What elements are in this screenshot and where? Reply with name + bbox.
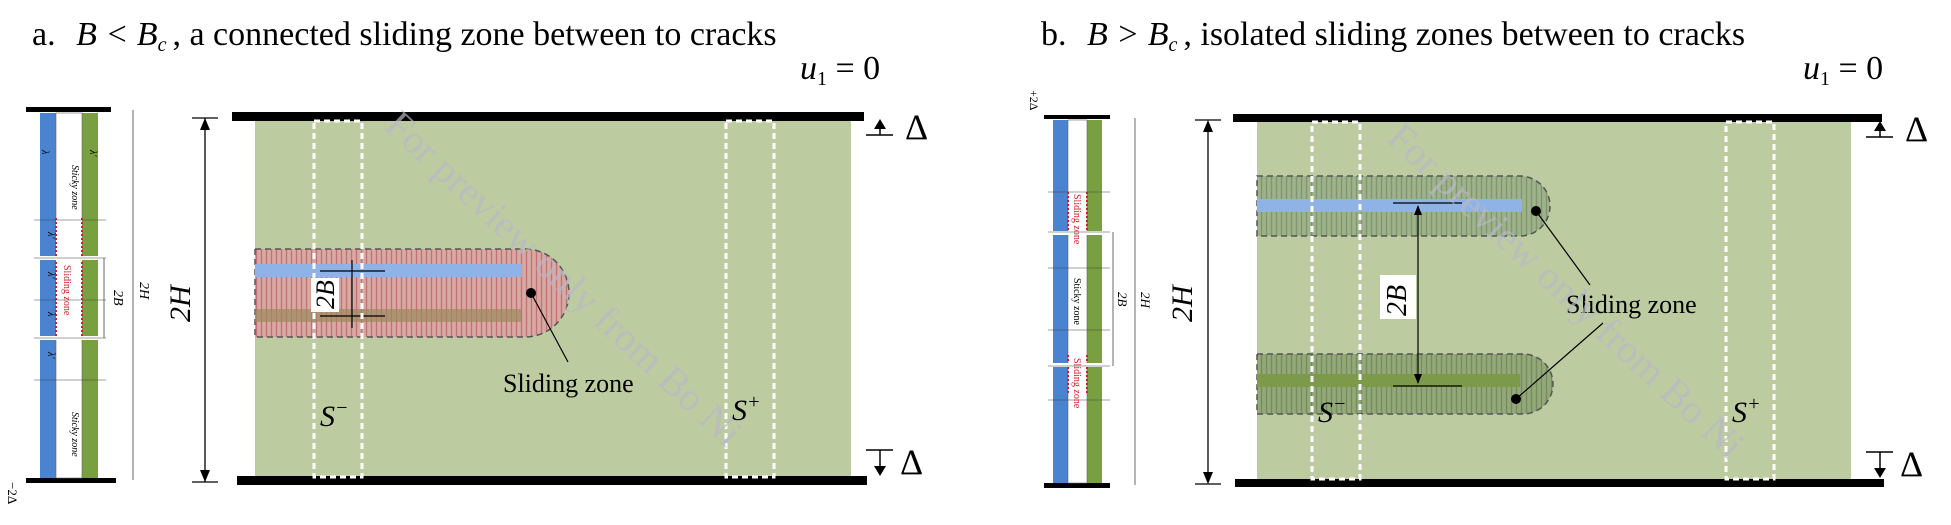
panel-a-delta-bottom: Δ [900, 442, 923, 482]
strip-a-bottom-label: Sticky zone [69, 412, 80, 457]
panel-a-strip-diagram: Sticky zone Sliding zone Sticky zone 2B … [5, 107, 151, 504]
panel-a-s-minus-strip [312, 119, 364, 479]
panel-a-condition: B < B [76, 16, 158, 53]
strip-a-mid-label: Sliding zone [61, 265, 72, 316]
panel-a-bottom-plate [237, 476, 867, 485]
panel-a-condition-sub: c [158, 34, 167, 56]
panel-a-lower-crack [255, 309, 522, 322]
panel-b-delta-bottom: Δ [1900, 444, 1923, 484]
panel-a-s-minus-label: S− [320, 397, 349, 433]
svg-text:b. B > Bc, isolated slid: b. B > Bc , isolated sliding zones betwee… [1041, 16, 1745, 56]
strip-a-lambda-2: λ' [45, 231, 56, 239]
strip-a-blue-band [40, 113, 56, 478]
strip-a-lambda-6: λ' [87, 149, 98, 157]
strip-b-top-delta: +2Δ [1027, 90, 1041, 111]
panel-a-letter: a. [32, 16, 56, 53]
strip-a-lambda-5: λ' [45, 351, 56, 359]
panel-b-u1-label: u1 = 0 [1803, 50, 1883, 90]
panel-b-s-minus-label: S− [1318, 393, 1347, 429]
panel-b-condition-sub: c [1168, 34, 1177, 56]
strip-a-green-band [82, 113, 98, 478]
strip-a-top-label: Sticky zone [69, 165, 80, 210]
strip-b-zone-2: Sticky zone [1071, 278, 1082, 325]
panel-a-s-plus-strip [724, 119, 776, 479]
panel-b-gap-label: 2B [1382, 285, 1413, 316]
strip-a-lambda-3: λ' [45, 271, 56, 279]
panel-a-s-plus-label: S+ [732, 391, 761, 427]
panel-b-s-plus-strip [1724, 120, 1776, 481]
panel-a-sliding-label: Sliding zone [503, 369, 634, 398]
panel-b-strip-diagram: +2Δ 2B 2H Sliding zone Sticky zone Slidi… [1027, 90, 1153, 488]
strip-b-height-label: 2H [1138, 292, 1153, 309]
panel-a-u1-label: u1 = 0 [800, 50, 880, 90]
panel-b-height-label: 2H [1166, 283, 1199, 322]
panel-b-s-minus-strip [1310, 120, 1362, 481]
strip-b-zone-3: Sliding zone [1071, 358, 1082, 409]
panel-b-s-plus-label: S+ [1732, 393, 1761, 429]
panel-a: a. B < Bc, a connected sliding zone betw… [5, 16, 928, 504]
strip-a-lambda-1: λ [39, 149, 50, 155]
panel-a-gap-label: 2B [311, 280, 340, 309]
strip-a-height-label: 2H [136, 282, 151, 300]
panel-b-upper-crack [1257, 199, 1522, 212]
panel-a-delta-top: Δ [905, 107, 928, 147]
panel-b-bottom-plate [1235, 479, 1884, 487]
panel-b-title-text: , isolated sliding zones between to crac… [1183, 16, 1745, 53]
panel-b-top-plate [1233, 114, 1882, 122]
strip-b-zone-1: Sliding zone [1071, 194, 1082, 245]
strip-a-bottom-delta: −2Δ [5, 482, 20, 504]
panel-a-height-label: 2H [164, 283, 197, 322]
panel-a-title-text: , a connected sliding zone between to cr… [172, 16, 776, 53]
strip-a-top-plate [26, 107, 111, 112]
strip-a-gap-label: 2B [110, 290, 125, 306]
panel-b-lower-crack [1257, 374, 1520, 387]
panel-a-upper-crack [255, 264, 522, 277]
panel-b: b. B > Bc , isolated sliding zones betwee… [1027, 16, 1928, 488]
strip-b-gap-label: 2B [1115, 292, 1130, 307]
strip-a-bottom-plate [26, 478, 116, 483]
panel-b-letter: b. [1041, 16, 1067, 53]
svg-text:a. B < Bc, a connected s: a. B < Bc, a connected sliding zone betw… [32, 16, 777, 56]
strip-a-lambda-4: λ [45, 311, 56, 317]
panel-b-sliding-label: Sliding zone [1566, 290, 1697, 319]
panel-a-top-plate [232, 112, 864, 121]
panel-b-condition: B > B [1087, 16, 1169, 53]
panel-b-delta-top: Δ [1905, 109, 1928, 149]
